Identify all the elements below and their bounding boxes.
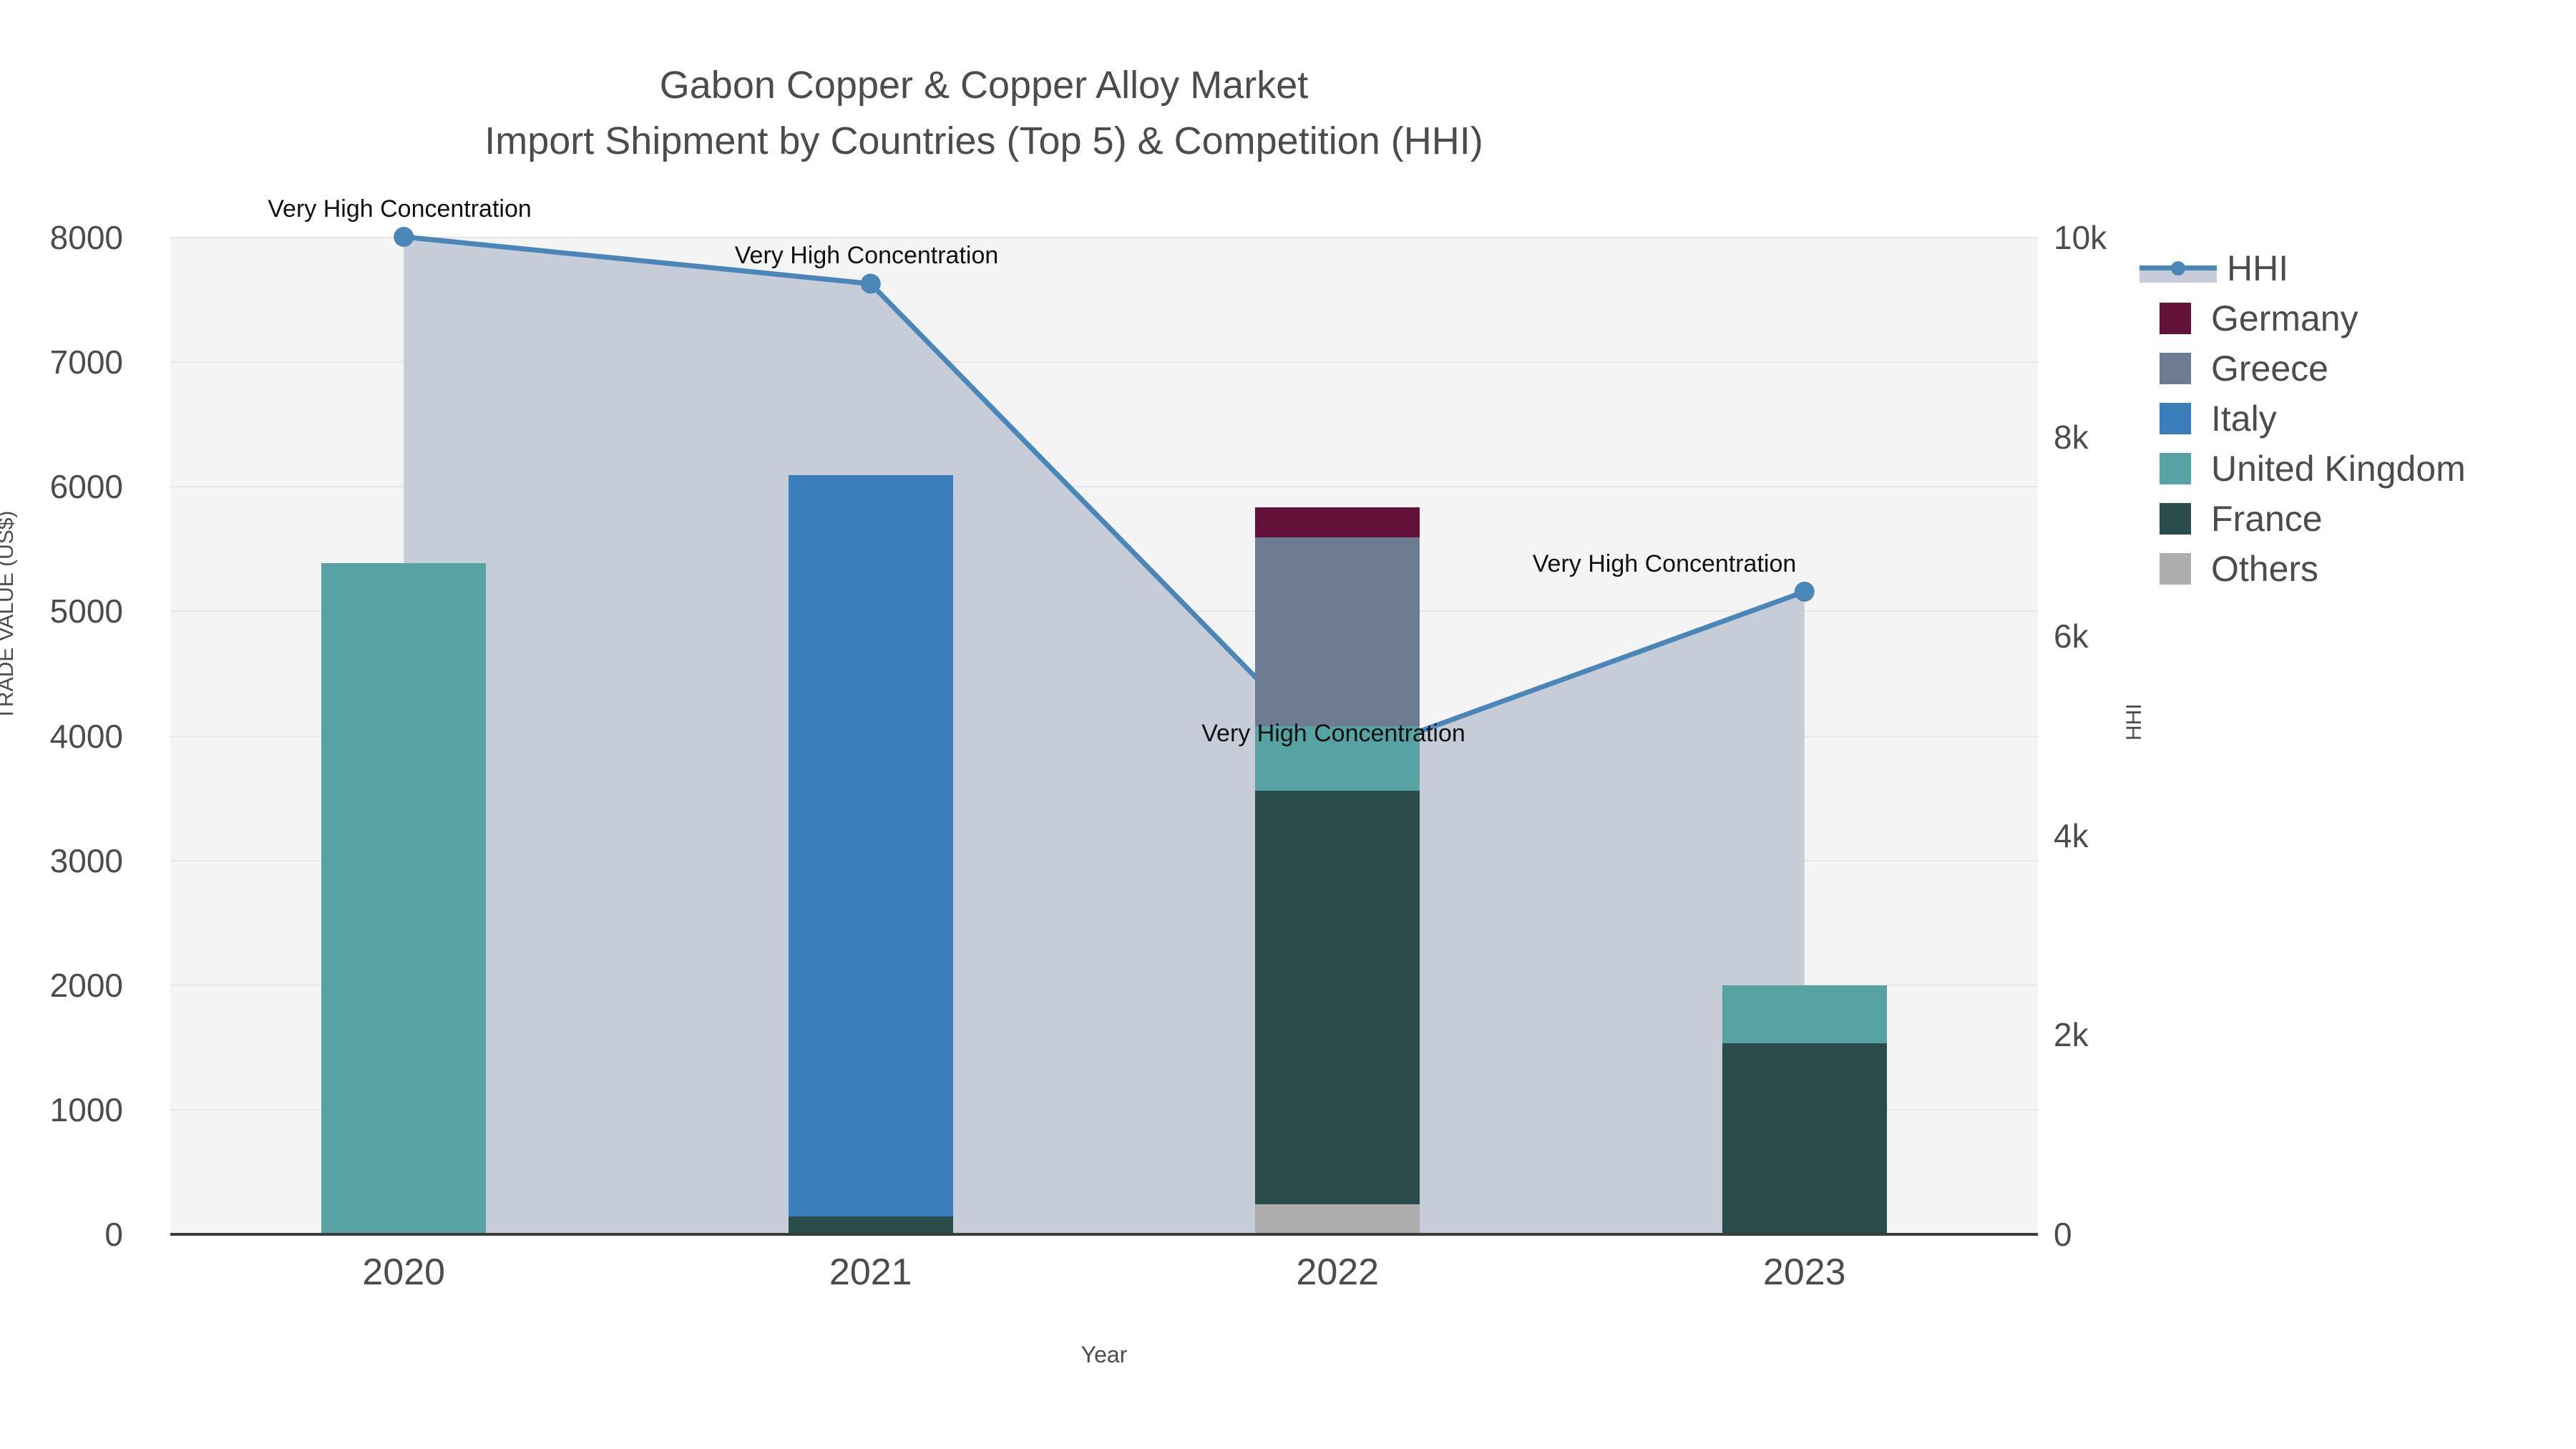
hhi-area-fill [404,237,1805,1234]
concentration-annotation: Very High Concentration [734,242,999,270]
legend: HHI Germany Greece Italy United Kingdom Franc… [2140,243,2540,594]
hhi-marker[interactable] [860,273,881,294]
y-axis-left-tick: 5000 [49,592,123,630]
legend-item-france[interactable]: France [2140,494,2540,544]
y-axis-right-label: HHI [2122,703,2146,741]
y-axis-left-tick: 7000 [49,343,123,381]
bar-segment[interactable] [321,563,487,1234]
y-axis-right-tick: 8k [2054,418,2089,456]
x-axis-label: Year [1080,1342,1128,1367]
legend-item-hhi[interactable]: HHI [2140,243,2540,293]
legend-swatch-icon [2160,553,2191,585]
x-axis-tick: 2021 [829,1252,912,1293]
chart-title-line2: Import Shipment by Countries (Top 5) & C… [484,119,1483,163]
y-axis-right-tick: 4k [2054,816,2089,854]
legend-label: Greece [2211,348,2328,389]
bar-segment[interactable] [1255,1204,1420,1234]
legend-swatch-icon [2160,503,2191,535]
plot-area [170,227,2038,1235]
legend-swatch-icon [2160,303,2191,334]
bar-stack[interactable] [1722,237,1887,1234]
hhi-marker[interactable] [394,227,414,247]
bar-segment[interactable] [1255,790,1420,1205]
bar-segment[interactable] [788,474,953,1216]
concentration-annotation: Very High Concentration [268,195,532,223]
bar-segment[interactable] [1255,537,1420,727]
bar-stack[interactable] [1255,237,1420,1234]
chart-title-line1: Gabon Copper & Copper Alloy Market [659,64,1309,107]
y-axis-right-tick: 6k [2054,618,2089,655]
y-axis-right-tick: 2k [2054,1016,2089,1054]
legend-swatch-icon [2160,453,2191,484]
legend-label: HHI [2227,248,2289,288]
bar-segment[interactable] [1255,726,1420,791]
x-axis-tick: 2023 [1762,1252,1846,1293]
legend-swatch-icon [2160,353,2191,384]
bar-stack[interactable] [788,237,953,1234]
legend-label: United Kingdom [2211,449,2466,489]
chart-title: Gabon Copper & Copper Alloy Market Impor… [0,57,1968,170]
bar-stack[interactable] [321,237,487,1234]
legend-item-united-kingdom[interactable]: United Kingdom [2140,444,2540,494]
bar-segment[interactable] [1722,1043,1887,1234]
legend-swatch-icon [2160,403,2191,434]
y-axis-left-tick: 1000 [49,1091,123,1128]
gridline [170,486,2038,488]
legend-item-others[interactable]: Others [2140,544,2540,594]
bar-segment[interactable] [788,1216,953,1234]
hhi-line [403,234,1805,764]
y-axis-right-tick: 0 [2054,1216,2072,1253]
x-axis-tick: 2022 [1296,1252,1380,1293]
legend-label: Others [2211,549,2319,589]
gridline [170,361,2038,364]
concentration-annotation: Very High Concentration [1532,550,1797,577]
concentration-annotation: Very High Concentration [1201,719,1465,747]
bar-segment[interactable] [1722,985,1887,1043]
legend-item-germany[interactable]: Germany [2140,293,2540,343]
y-axis-left-tick: 0 [104,1216,123,1253]
y-axis-left-tick: 3000 [49,841,123,879]
gridline [170,237,2038,238]
x-axis-tick: 2020 [362,1252,446,1293]
legend-label: France [2211,499,2323,539]
y-axis-left-tick: 8000 [49,219,123,256]
legend-line-icon [2140,253,2217,284]
legend-item-greece[interactable]: Greece [2140,343,2540,394]
bar-segment[interactable] [1255,507,1420,537]
hhi-marker[interactable] [1794,581,1815,602]
y-axis-left-tick: 2000 [49,966,123,1004]
y-axis-left-tick: 6000 [49,468,123,506]
y-axis-left-label: TRADE VALUE (US$) [0,510,18,721]
legend-label: Italy [2211,399,2277,439]
legend-label: Germany [2211,298,2358,338]
legend-item-italy[interactable]: Italy [2140,394,2540,444]
y-axis-left-tick: 4000 [49,717,123,755]
y-axis-right-tick: 10k [2054,219,2107,256]
x-axis-line [170,1233,2038,1236]
